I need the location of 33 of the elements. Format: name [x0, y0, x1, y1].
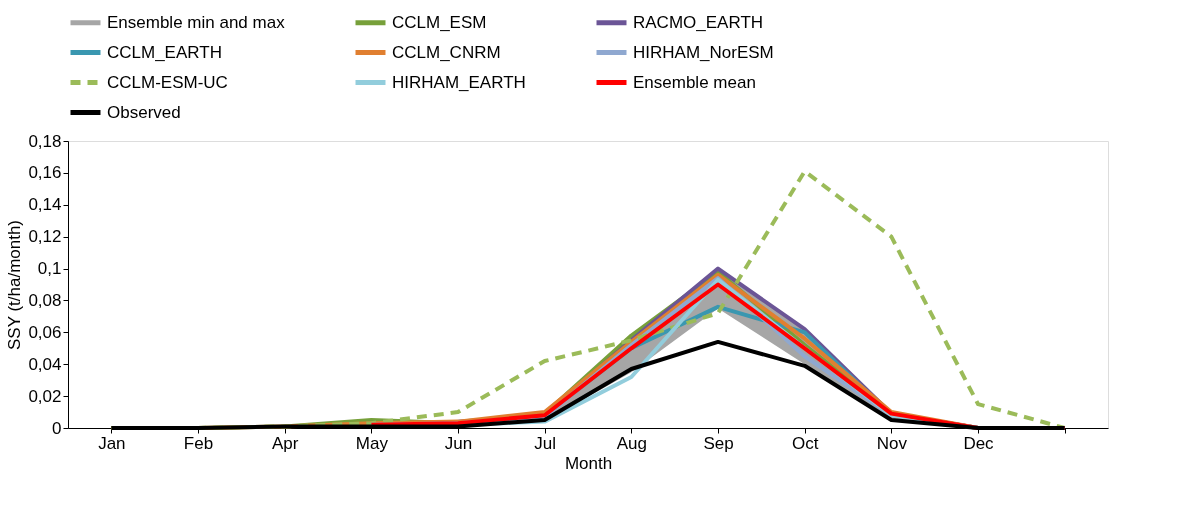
- x-tick-label: Aug: [616, 433, 647, 453]
- x-tick-label: Dec: [963, 433, 995, 453]
- y-tick-label: 0: [52, 418, 62, 438]
- y-tick-label: 0,04: [28, 354, 62, 374]
- legend-label: Ensemble min and max: [107, 12, 286, 32]
- legend-label: HIRHAM_EARTH: [392, 72, 526, 92]
- legend-label: RACMO_EARTH: [633, 12, 764, 32]
- y-tick-label: 0,16: [28, 163, 62, 183]
- y-tick-label: 0,14: [28, 195, 62, 215]
- legend-label: Observed: [107, 102, 181, 122]
- y-tick-label: 0,08: [28, 290, 62, 310]
- legend-label: Ensemble mean: [633, 72, 756, 92]
- x-tick-label: Oct: [791, 433, 819, 453]
- legend-label: CCLM_CNRM: [392, 42, 501, 62]
- x-axis-title: Month: [564, 453, 613, 473]
- x-tick-label: Jun: [444, 433, 473, 453]
- x-tick-label: Jan: [98, 433, 126, 453]
- y-tick-label: 0,12: [28, 227, 62, 247]
- legend-label: HIRHAM_NorESM: [633, 42, 774, 62]
- y-tick-label: 0,02: [28, 386, 62, 406]
- x-tick-label: Nov: [876, 433, 908, 453]
- x-tick-label: Jul: [534, 433, 557, 453]
- x-tick-label: Apr: [271, 433, 299, 453]
- y-tick-label: 0,06: [28, 322, 62, 342]
- legend-label: CCLM_ESM: [392, 12, 487, 32]
- y-tick-label: 0,18: [28, 131, 62, 151]
- x-tick-label: Feb: [183, 433, 214, 453]
- legend-label: CCLM_EARTH: [107, 42, 222, 62]
- x-tick-label: Sep: [703, 433, 734, 453]
- y-axis-title: SSY (t/ha/month): [5, 219, 25, 351]
- x-tick-label: May: [355, 433, 389, 453]
- legend-label: CCLM-ESM-UC: [107, 72, 228, 92]
- y-tick-label: 0,1: [37, 259, 62, 279]
